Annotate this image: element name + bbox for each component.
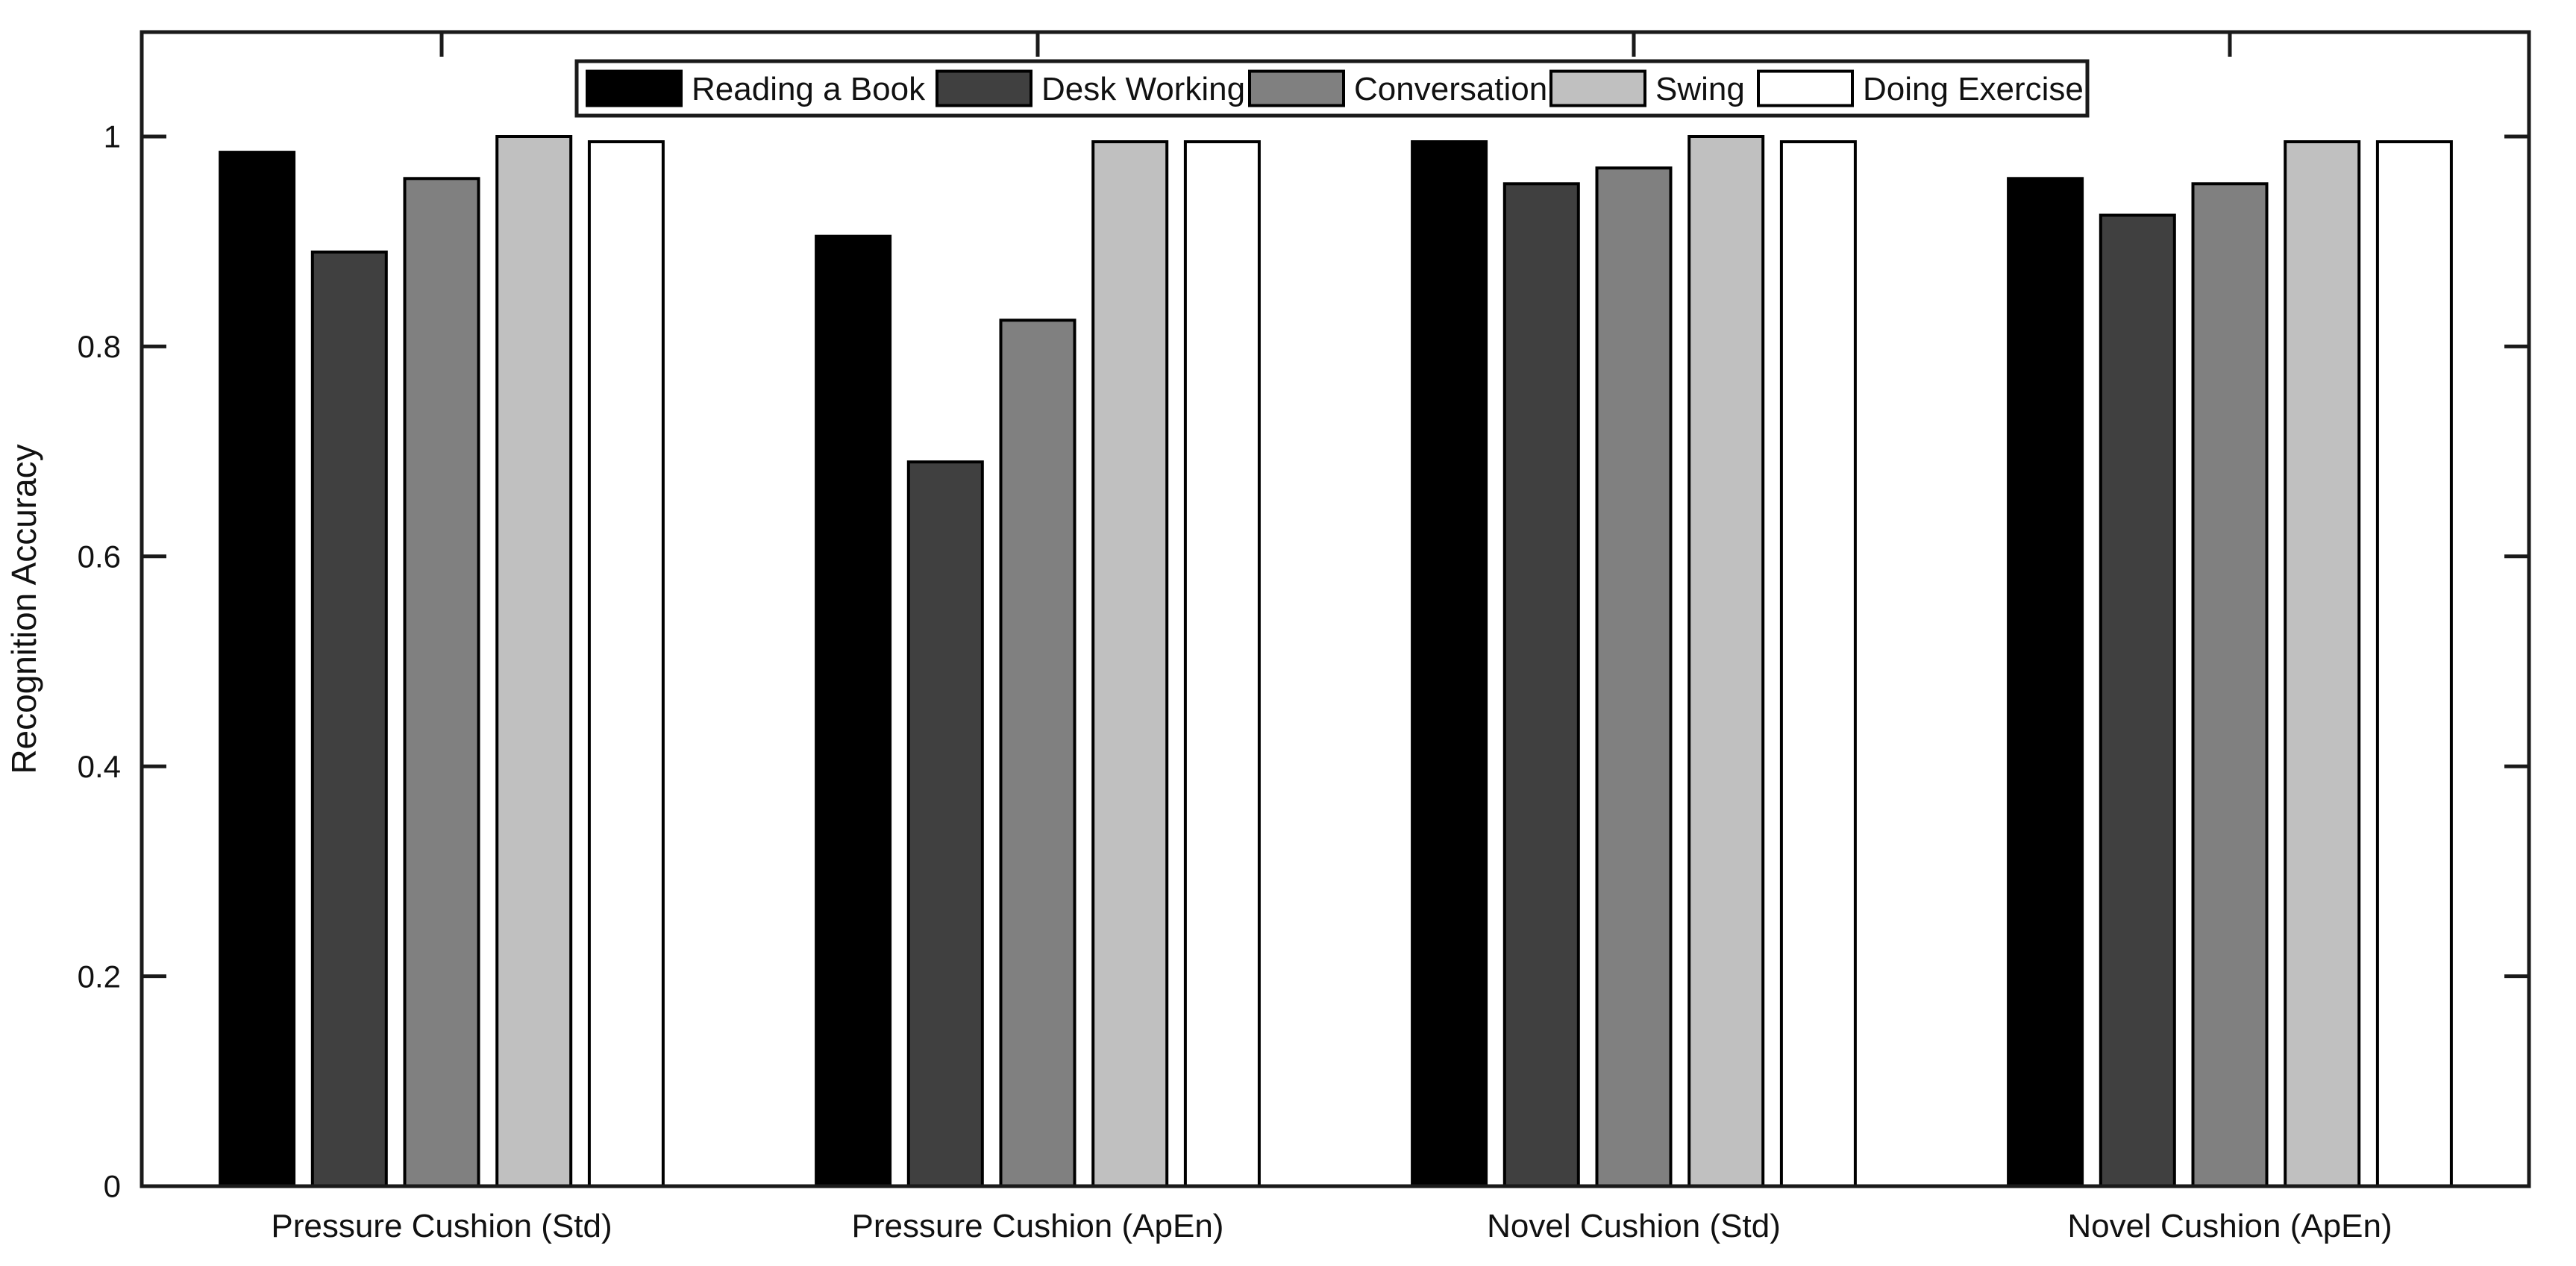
bar-reading-a-book-g3 [1411,140,1488,1188]
x-category-label: Pressure Cushion (ApEn) [852,1208,1224,1244]
bar-doing-exercise-g3 [1779,140,1857,1188]
bar-doing-exercise-g2 [1183,140,1261,1188]
bar-conversation-g2 [999,319,1077,1188]
bar-conversation-g4 [2191,182,2269,1188]
bar-swing-g2 [1091,140,1169,1188]
legend-swatch-swing [1549,69,1646,107]
bar-reading-a-book-g4 [2007,177,2084,1188]
bar-doing-exercise-g1 [587,140,665,1188]
y-tick-label: 0 [104,1169,121,1204]
legend-label-conversation: Conversation [1354,71,1547,107]
bar-swing-g4 [2284,140,2361,1188]
axes-layer [140,30,2531,1188]
legend-label-desk-working: Desk Working [1041,71,1245,107]
y-tick-label: 0.4 [78,749,121,784]
y-tick-label: 0.2 [78,959,121,994]
bar-doing-exercise-g4 [2375,140,2453,1188]
bar-desk-working-g3 [1502,182,1580,1188]
x-category-label: Pressure Cushion (Std) [271,1208,612,1244]
bar-reading-a-book-g2 [815,234,892,1188]
y-tick-label: 0.6 [78,539,121,574]
legend-swatch-reading-a-book [586,69,683,107]
labels-layer: 0 0.2 0.4 0.6 0.8 1 Pressure Cushion (Std) Pres… [4,119,2392,1244]
bars-layer [219,135,2453,1188]
bar-desk-working-g1 [310,250,388,1188]
bar-conversation-g1 [403,177,480,1188]
y-tick-label: 1 [104,119,121,154]
bar-swing-g3 [1687,135,1765,1188]
legend-label-swing: Swing [1655,71,1745,107]
bar-swing-g1 [495,135,573,1188]
legend: Reading a Book Desk Working Conversation Sw… [574,59,2090,118]
bar-reading-a-book-g1 [219,151,296,1188]
bar-desk-working-g2 [906,460,984,1188]
bar-desk-working-g4 [2099,213,2176,1188]
y-axis-title: Recognition Accuracy [4,444,43,774]
x-category-label: Novel Cushion (Std) [1487,1208,1781,1244]
bar-conversation-g3 [1595,166,1673,1188]
legend-swatch-desk-working [936,69,1032,107]
legend-label-reading-a-book: Reading a Book [692,71,926,107]
plot-box [140,30,2531,1188]
legend-swatch-conversation [1248,69,1345,107]
x-category-label: Novel Cushion (ApEn) [2067,1208,2392,1244]
y-tick-label: 0.8 [78,329,121,364]
legend-swatch-doing-exercise [1757,69,1854,107]
legend-label-doing-exercise: Doing Exercise [1863,71,2084,107]
